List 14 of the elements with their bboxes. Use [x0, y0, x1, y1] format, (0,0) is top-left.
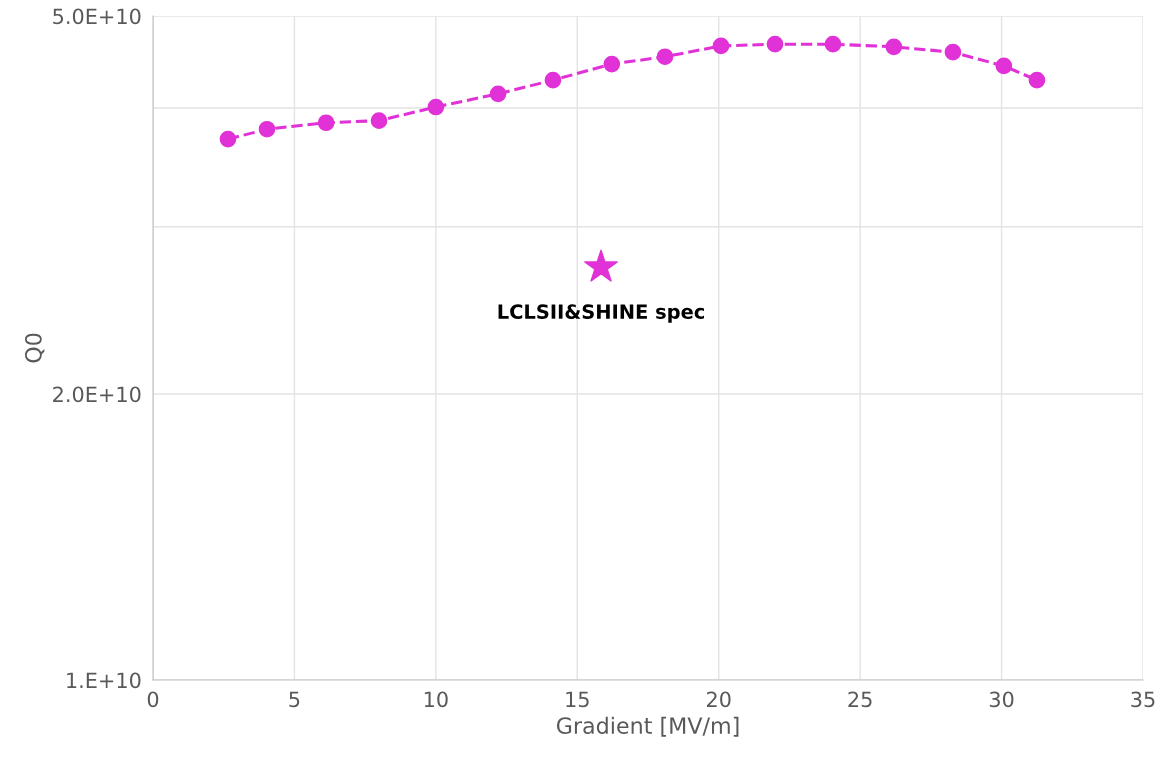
series-label: LCLSII&SHINE spec	[498, 304, 705, 323]
y-tick-label: 2.0E+10	[53, 386, 141, 403]
x-tick-label: 35	[1131, 691, 1155, 708]
y-axis-title: Q0	[24, 333, 45, 363]
x-tick-label: 20	[706, 691, 731, 708]
x-tick-label: 25	[848, 691, 872, 708]
x-axis-title: Gradient [MV/m]	[556, 716, 739, 737]
x-tick-label: 5	[289, 691, 300, 708]
y-tick-label: 5.0E+10	[53, 8, 141, 25]
y-tick-label: 1.E+10	[67, 672, 141, 689]
x-tick-label: 30	[989, 691, 1014, 708]
x-tick-label: 10	[424, 691, 448, 708]
x-tick-label: 15	[566, 691, 589, 708]
x-tick-label: 0	[147, 691, 159, 708]
